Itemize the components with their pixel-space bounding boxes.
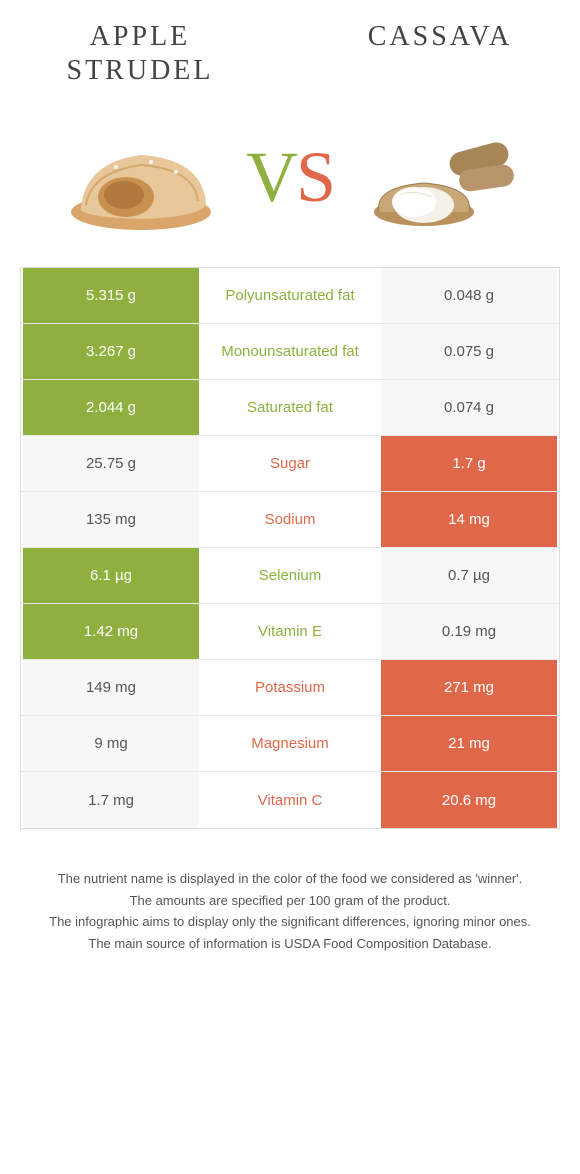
value-left: 6.1 µg — [21, 548, 201, 603]
nutrient-label: Potassium — [201, 660, 379, 715]
table-row: 25.75 gSugar1.7 g — [21, 436, 559, 492]
footnote-line: The nutrient name is displayed in the co… — [30, 869, 550, 889]
value-right: 14 mg — [379, 492, 559, 547]
value-right: 21 mg — [379, 716, 559, 771]
value-right: 271 mg — [379, 660, 559, 715]
table-row: 1.42 mgVitamin E0.19 mg — [21, 604, 559, 660]
value-left: 1.42 mg — [21, 604, 201, 659]
value-left: 135 mg — [21, 492, 201, 547]
value-right: 0.074 g — [379, 380, 559, 435]
food-right-image — [354, 117, 524, 237]
nutrient-label: Polyunsaturated fat — [201, 268, 379, 323]
nutrient-label: Monounsaturated fat — [201, 324, 379, 379]
value-right: 0.075 g — [379, 324, 559, 379]
table-row: 5.315 gPolyunsaturated fat0.048 g — [21, 268, 559, 324]
vs-v: V — [246, 137, 296, 217]
value-right: 0.19 mg — [379, 604, 559, 659]
value-left: 3.267 g — [21, 324, 201, 379]
footnote-line: The main source of information is USDA F… — [30, 934, 550, 954]
nutrient-label: Magnesium — [201, 716, 379, 771]
footnotes: The nutrient name is displayed in the co… — [0, 829, 580, 975]
food-left-image — [56, 117, 226, 237]
vs-label: VS — [246, 136, 334, 219]
vs-s: S — [296, 137, 334, 217]
value-right: 20.6 mg — [379, 772, 559, 828]
table-row: 149 mgPotassium271 mg — [21, 660, 559, 716]
footnote-line: The infographic aims to display only the… — [30, 912, 550, 932]
footnote-line: The amounts are specified per 100 gram o… — [30, 891, 550, 911]
value-right: 0.7 µg — [379, 548, 559, 603]
food-left-title: Apple Strudel — [40, 20, 240, 87]
table-row: 9 mgMagnesium21 mg — [21, 716, 559, 772]
value-left: 5.315 g — [21, 268, 201, 323]
value-left: 25.75 g — [21, 436, 201, 491]
table-row: 135 mgSodium14 mg — [21, 492, 559, 548]
value-left: 9 mg — [21, 716, 201, 771]
value-right: 1.7 g — [379, 436, 559, 491]
nutrient-label: Vitamin C — [201, 772, 379, 828]
food-right-title: Cassava — [340, 20, 540, 54]
value-left: 1.7 mg — [21, 772, 201, 828]
comparison-table: 5.315 gPolyunsaturated fat0.048 g3.267 g… — [20, 267, 560, 829]
table-row: 1.7 mgVitamin C20.6 mg — [21, 772, 559, 828]
nutrient-label: Saturated fat — [201, 380, 379, 435]
value-left: 149 mg — [21, 660, 201, 715]
table-row: 3.267 gMonounsaturated fat0.075 g — [21, 324, 559, 380]
value-left: 2.044 g — [21, 380, 201, 435]
nutrient-label: Sodium — [201, 492, 379, 547]
nutrient-label: Selenium — [201, 548, 379, 603]
header: Apple Strudel Cassava — [0, 0, 580, 97]
table-row: 6.1 µgSelenium0.7 µg — [21, 548, 559, 604]
nutrient-label: Vitamin E — [201, 604, 379, 659]
table-row: 2.044 gSaturated fat0.074 g — [21, 380, 559, 436]
nutrient-label: Sugar — [201, 436, 379, 491]
value-right: 0.048 g — [379, 268, 559, 323]
hero-row: VS — [0, 97, 580, 267]
